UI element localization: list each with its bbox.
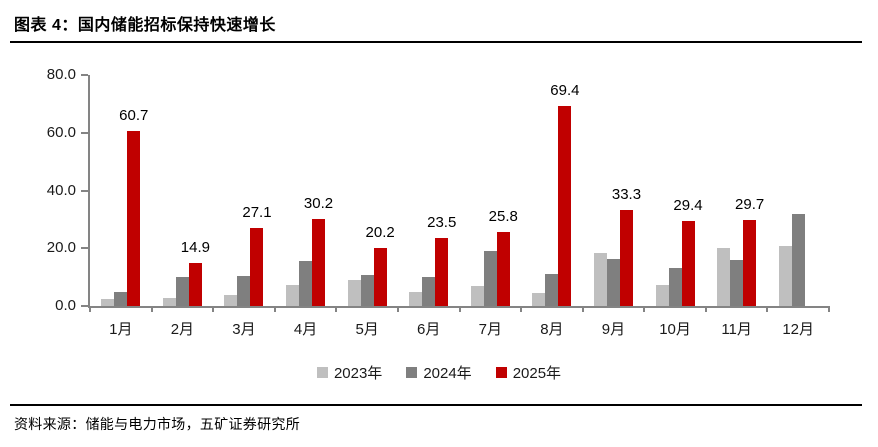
x-axis-tick xyxy=(643,306,646,312)
bar-value-label-m6: 23.5 xyxy=(427,214,457,232)
x-label-m1: 1月 xyxy=(109,321,133,338)
bar-2024年-m12 xyxy=(791,214,805,306)
bar-2025年-m9 xyxy=(619,209,633,306)
bar-value-label-m10: 29.4 xyxy=(673,197,703,215)
bar-2025年-m3 xyxy=(250,227,264,306)
chart-legend: 2023年 2024年 2025年 xyxy=(0,362,878,383)
bar-2025年-m4 xyxy=(312,218,326,306)
x-label-m10: 10月 xyxy=(659,321,691,338)
x-label-m8: 8月 xyxy=(540,321,564,338)
legend-item-2025年: 2025年 xyxy=(495,362,562,383)
source-divider xyxy=(10,404,862,406)
y-axis-label: 0.0 xyxy=(55,297,76,314)
bar-2023年-m7 xyxy=(470,285,484,306)
bar-2023年-m11 xyxy=(717,248,731,306)
x-axis-tick xyxy=(704,306,707,312)
bar-2024年-m10 xyxy=(668,267,682,306)
x-axis-tick xyxy=(396,306,399,312)
bar-2025年-m10 xyxy=(681,221,695,306)
legend-swatch-2024年 xyxy=(406,367,418,378)
bar-2023年-m12 xyxy=(778,245,792,306)
bar-2023年-m9 xyxy=(593,253,607,306)
x-label-m4: 4月 xyxy=(293,321,318,338)
bar-2024年-m2 xyxy=(175,277,189,306)
bar-2024年-m3 xyxy=(237,275,251,306)
x-axis-tick xyxy=(458,306,461,312)
legend-swatch-2025年 xyxy=(495,367,507,378)
plot-area: 0.0 20.0 40.0 60.0 80.0 1月 2月 3月 4月 5月 6月 7月 8月 9月 10月… xyxy=(47,66,830,338)
x-label-m7: 7月 xyxy=(478,321,502,338)
bar-2025年-m8 xyxy=(558,105,572,306)
x-axis-tick xyxy=(89,306,91,312)
legend-item-2024年: 2024年 xyxy=(406,362,472,383)
legend-swatch-2023年 xyxy=(316,367,328,378)
source-note: 资料来源：储能与电力市场，五矿证券研究所 xyxy=(14,416,300,432)
bar-2023年-m10 xyxy=(655,285,669,306)
x-axis-tick xyxy=(212,306,215,312)
bar-2024年-m1 xyxy=(114,292,128,306)
bar-2024年-m4 xyxy=(299,260,313,306)
bar-value-label-m4: 30.2 xyxy=(303,194,334,212)
x-axis-tick xyxy=(520,306,523,312)
bar-value-label-m2: 14.9 xyxy=(180,238,210,256)
bar-value-label-m1: 60.7 xyxy=(119,106,149,124)
x-axis-tick xyxy=(150,306,153,312)
x-label-m3: 3月 xyxy=(232,321,256,338)
y-axis-label: 80.0 xyxy=(46,66,76,83)
bar-2023年-m8 xyxy=(532,292,546,306)
x-label-m6: 6月 xyxy=(417,321,441,338)
bar-value-label-m9: 33.3 xyxy=(611,185,642,203)
legend-label-2025年: 2025年 xyxy=(512,365,562,382)
y-axis-tick xyxy=(81,247,88,250)
bar-2023年-m5 xyxy=(347,279,361,306)
bar-2023年-m6 xyxy=(409,291,423,306)
bar-2024年-m5 xyxy=(360,274,374,306)
y-axis-label: 40.0 xyxy=(46,181,76,199)
legend-item-2023年: 2023年 xyxy=(316,362,383,383)
bar-2024年-m6 xyxy=(422,276,436,306)
bar-value-label-m5: 20.2 xyxy=(365,223,395,241)
bar-2025年-m6 xyxy=(435,238,449,306)
y-axis-tick xyxy=(81,74,88,76)
bar-value-label-m11: 29.7 xyxy=(735,196,765,214)
legend-label-2023年: 2023年 xyxy=(333,365,383,382)
bar-2024年-m7 xyxy=(483,251,497,306)
bar-2025年-m11 xyxy=(743,220,757,306)
x-axis-tick xyxy=(273,306,276,312)
y-axis-tick xyxy=(81,189,88,192)
y-axis-label: 20.0 xyxy=(46,239,76,257)
bar-2024年-m11 xyxy=(730,260,744,306)
legend-label-2024年: 2024年 xyxy=(423,365,472,382)
y-axis-label: 60.0 xyxy=(46,123,76,141)
bar-2025年-m1 xyxy=(127,130,141,306)
bar-2023年-m3 xyxy=(224,295,238,306)
x-label-m2: 2月 xyxy=(170,321,195,338)
bar-value-label-m7: 25.8 xyxy=(488,207,518,225)
bar-2025年-m7 xyxy=(496,231,510,306)
x-axis-tick xyxy=(828,306,830,312)
bar-2023年-m2 xyxy=(162,297,176,306)
y-axis-tick xyxy=(81,131,88,134)
bar-2024年-m8 xyxy=(545,274,559,306)
x-label-m5: 5月 xyxy=(355,321,379,338)
bar-value-label-m8: 69.4 xyxy=(550,81,580,99)
bar-2023年-m1 xyxy=(101,298,115,306)
x-axis-tick xyxy=(335,306,338,312)
y-axis-tick xyxy=(81,305,88,307)
bar-2025年-m2 xyxy=(188,262,202,306)
x-axis-tick xyxy=(581,306,584,312)
bar-2023年-m4 xyxy=(286,284,300,306)
x-label-m12: 12月 xyxy=(782,321,815,338)
bar-value-label-m3: 27.1 xyxy=(242,203,272,221)
title-divider xyxy=(10,41,862,43)
figure-title: 图表 4：国内储能招标保持快速增长 xyxy=(14,17,276,34)
bar-2024年-m9 xyxy=(606,258,620,306)
x-axis-tick xyxy=(766,306,769,312)
x-label-m9: 9月 xyxy=(601,321,626,338)
bar-2025年-m5 xyxy=(373,247,387,306)
x-label-m11: 11月 xyxy=(721,321,752,338)
